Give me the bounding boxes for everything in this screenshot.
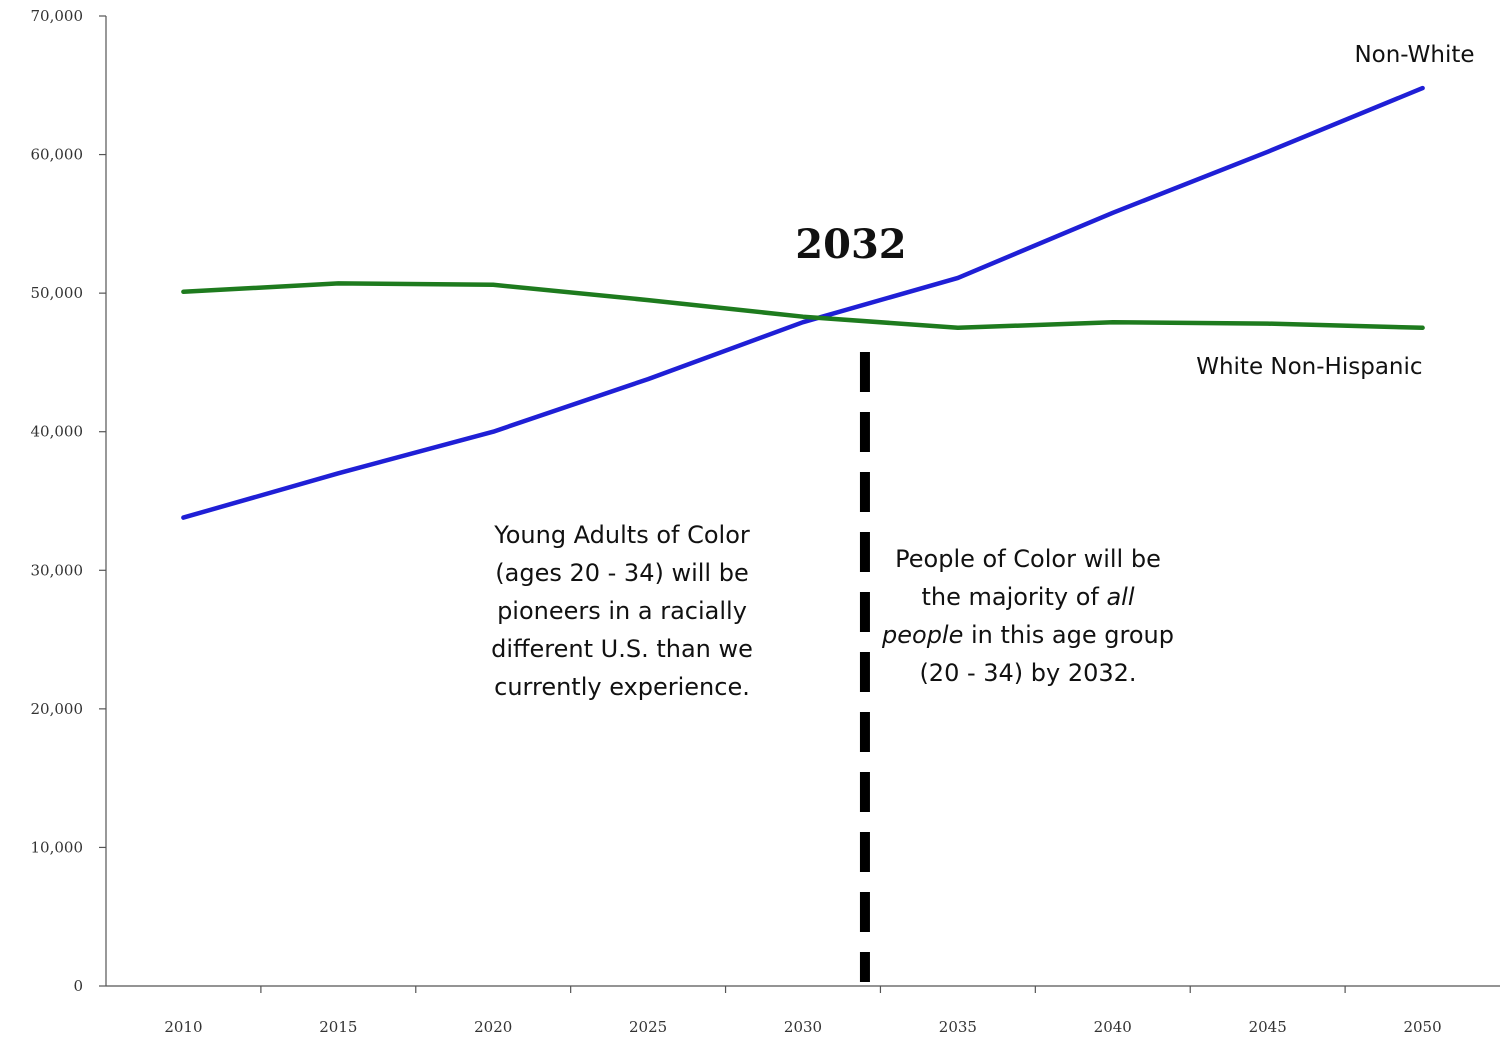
right-annotation-text: in this age group [963, 621, 1174, 649]
right-annotation-emphasis: people [882, 621, 964, 649]
x-tick-label: 2025 [629, 1018, 667, 1036]
series-line-white-non-hispanic [181, 281, 1425, 331]
right-annotation-emphasis: all [1106, 583, 1135, 611]
left-annotation-line: Young Adults of Color [494, 521, 750, 549]
x-tick-label: 2020 [474, 1018, 512, 1036]
y-tick-label: 40,000 [31, 423, 84, 441]
left-annotation-line: different U.S. than we [491, 635, 753, 663]
crossover-year-label: 2032 [795, 221, 906, 268]
x-tick-label: 2015 [319, 1018, 357, 1036]
right-annotation-text: the majority of [921, 583, 1107, 611]
y-tick-label: 60,000 [31, 146, 84, 164]
x-tick-label: 2035 [939, 1018, 977, 1036]
right-annotation-line: (20 - 34) by 2032. [919, 659, 1137, 687]
y-tick-label: 30,000 [31, 561, 84, 579]
x-tick-label: 2010 [164, 1018, 202, 1036]
right-annotation: People of Color will be the majority of … [848, 540, 1208, 692]
y-tick-label: 70,000 [31, 7, 84, 25]
x-tick-label: 2030 [784, 1018, 822, 1036]
right-annotation-line: the majority of all [848, 578, 1208, 616]
series-line-non-white [181, 85, 1425, 520]
left-annotation-line: pioneers in a racially [497, 597, 747, 625]
x-tick-label: 2050 [1403, 1018, 1441, 1036]
left-annotation-line: currently experience. [494, 673, 750, 701]
x-tick-label: 2040 [1094, 1018, 1132, 1036]
y-tick-label: 10,000 [31, 838, 84, 856]
right-annotation-line: people in this age group [848, 616, 1208, 654]
axes: 0 10,000 20,000 30,000 40,000 50,000 60,000 70,… [31, 7, 1500, 1036]
series-layer [181, 85, 1425, 520]
series-label-non-white: Non-White [1354, 42, 1474, 68]
y-tick-label: 0 [73, 977, 83, 995]
y-tick-label: 50,000 [31, 284, 84, 302]
left-annotation: Young Adults of Color (ages 20 - 34) wil… [452, 516, 792, 706]
y-tick-label: 20,000 [31, 700, 84, 718]
x-tick-label: 2045 [1249, 1018, 1287, 1036]
left-annotation-line: (ages 20 - 34) will be [495, 559, 749, 587]
right-annotation-line: People of Color will be [895, 545, 1161, 573]
series-label-white-non-hispanic: White Non-Hispanic [1196, 354, 1422, 380]
